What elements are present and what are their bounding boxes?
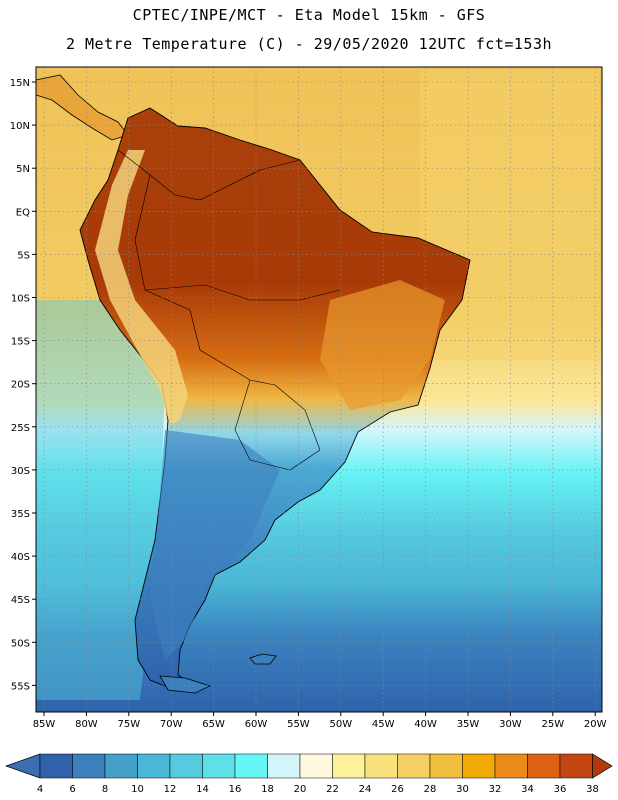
lat-label: 10S: [11, 294, 30, 305]
colorbar-high-arrow: [592, 753, 613, 779]
lat-label: 15N: [10, 78, 30, 89]
colorbar-label: 36: [554, 784, 567, 795]
colorbar-label: 4: [37, 784, 43, 795]
lat-label: 15S: [11, 337, 30, 348]
falkland-islands: [249, 653, 277, 665]
colorbar-label: 34: [521, 784, 534, 795]
lon-label: 30W: [499, 719, 522, 730]
lon-label: 25W: [541, 719, 564, 730]
colorbar-label: 28: [424, 784, 437, 795]
colorbar-segment: [462, 753, 496, 779]
colorbar-segment: [137, 753, 171, 779]
lon-label: 60W: [245, 719, 268, 730]
latitude-labels: 15N 10N 5N EQ 5S 10S 15S 20S 25S 30S 35S 40S 45S 50S 5…: [10, 78, 36, 692]
colorbar-label: 6: [69, 784, 75, 795]
lat-label: 35S: [11, 509, 30, 520]
andes-ridge: [95, 150, 188, 425]
colorbar-segment: [559, 753, 593, 779]
lat-label: 20S: [11, 380, 30, 391]
colorbar-label: 30: [456, 784, 469, 795]
lon-label: 85W: [33, 719, 56, 730]
lat-label: 45S: [11, 595, 30, 606]
colorbar-segment: [169, 753, 203, 779]
lon-label: 75W: [117, 719, 140, 730]
colorbar-segment: [267, 753, 301, 779]
map-frame: [35, 66, 603, 713]
colorbar-segment: [494, 753, 528, 779]
lat-label: EQ: [16, 207, 30, 218]
colorbar-label: 20: [294, 784, 307, 795]
colorbar-low-arrow: [4, 753, 41, 779]
colorbar-segment: [72, 753, 106, 779]
lat-label: 30S: [11, 466, 30, 477]
colorbar-label: 32: [489, 784, 502, 795]
lon-label: 70W: [160, 719, 183, 730]
title-line-1: CPTEC/INPE/MCT - Eta Model 15km - GFS: [132, 6, 486, 24]
tierra-del-fuego: [159, 675, 212, 694]
lon-label: 80W: [75, 719, 98, 730]
colorbar-segment: [332, 753, 366, 779]
lat-label: 10N: [10, 121, 30, 132]
colorbar-segment: [104, 753, 138, 779]
lon-label: 45W: [372, 719, 395, 730]
lat-label: 5S: [17, 250, 30, 261]
colorbar-segment: [202, 753, 236, 779]
lat-label: 40S: [11, 552, 30, 563]
lon-label: 20W: [584, 719, 607, 730]
lat-label: 25S: [11, 423, 30, 434]
cold-pacific-current: [36, 300, 165, 700]
patagonia-cold: [150, 430, 280, 660]
colorbar: 4 6 8 10 12 14 16 18 20 22 24 26 28 30 32 34 36 38: [4, 753, 613, 795]
country-borders: [117, 149, 341, 471]
title-line-2: 2 Metre Temperature (C) - 29/05/2020 12U…: [65, 35, 553, 53]
lat-label: 5N: [16, 164, 30, 175]
colorbar-label: 12: [164, 784, 177, 795]
colorbar-label: 22: [326, 784, 339, 795]
colorbar-label: 8: [102, 784, 108, 795]
colorbar-label: 14: [196, 784, 209, 795]
colorbar-segment: [299, 753, 333, 779]
longitude-labels: 85W 80W 75W 70W 65W 60W 55W 50W 45W 40W 35W 30W 25W 2…: [33, 712, 607, 730]
colorbar-segment: [429, 753, 463, 779]
lat-label: 55S: [11, 681, 30, 692]
lon-label: 50W: [329, 719, 352, 730]
colorbar-segment: [234, 753, 268, 779]
colorbar-segment: [364, 753, 398, 779]
central-america: [36, 74, 129, 141]
brazil-highlands: [320, 280, 445, 410]
colorbar-label: 10: [131, 784, 144, 795]
colorbar-segment: [39, 753, 73, 779]
lat-label: 50S: [11, 638, 30, 649]
colorbar-label: 16: [229, 784, 242, 795]
colorbar-label: 26: [391, 784, 404, 795]
lon-label: 55W: [287, 719, 310, 730]
colorbar-segment: [397, 753, 431, 779]
colorbar-label: 38: [586, 784, 599, 795]
colorbar-segment: [527, 753, 561, 779]
colorbar-label: 24: [359, 784, 372, 795]
lon-label: 65W: [202, 719, 225, 730]
lon-label: 40W: [414, 719, 437, 730]
colorbar-label: 18: [261, 784, 274, 795]
lon-label: 35W: [457, 719, 480, 730]
